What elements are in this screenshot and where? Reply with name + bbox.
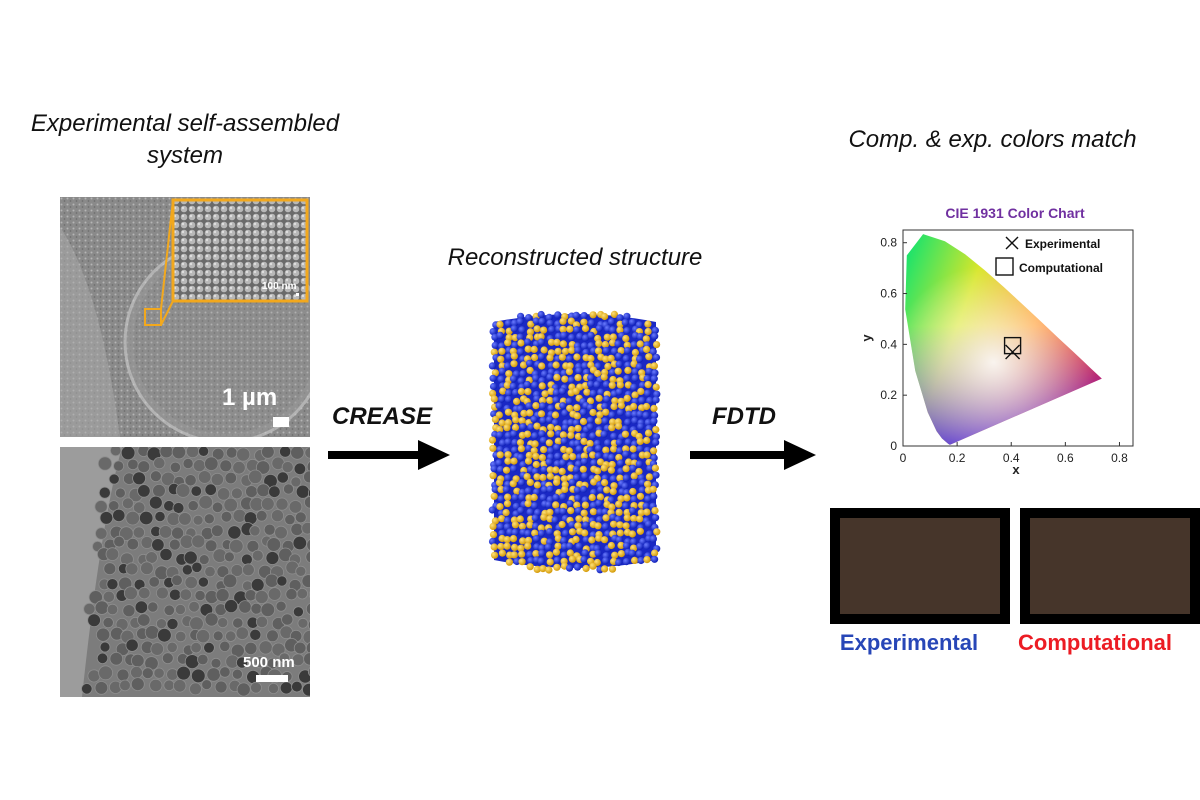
inset-scale-label: 100 nm xyxy=(262,281,297,292)
legend-computational-marker xyxy=(995,257,1014,276)
x-tick-label: 0.8 xyxy=(1111,451,1128,465)
legend-computational-label: Computational xyxy=(1019,261,1103,275)
tem-particles xyxy=(81,447,310,697)
spectral-locus xyxy=(905,234,1102,445)
plot-frame xyxy=(902,229,1134,447)
tem-scale-label: 500 nm xyxy=(243,654,295,671)
y-tick-label: 0.6 xyxy=(880,287,897,301)
experimental-swatch xyxy=(830,508,1010,624)
sem-image: 100 nm 1 µm xyxy=(60,197,310,437)
legend-experimental-marker xyxy=(1005,236,1019,250)
x-tick-label: 0.2 xyxy=(949,451,966,465)
cie-title: CIE 1931 Color Chart xyxy=(945,205,1085,221)
sem-scale-label: 1 µm xyxy=(222,384,277,411)
y-axis-label: y xyxy=(859,334,874,342)
x-tick-label: 0.6 xyxy=(1057,451,1074,465)
y-tick-label: 0 xyxy=(890,439,897,453)
experimental-label: Experimental xyxy=(839,630,979,655)
fdtd-arrow xyxy=(690,440,816,470)
cie-axes: 0 0.2 0.4 0.6 0.8 0 0.2 0.4 0.6 0.8 x y xyxy=(859,236,1128,477)
y-tick-label: 0.2 xyxy=(880,388,897,402)
reconstructed-cylinder xyxy=(488,308,662,574)
x-axis-label: x xyxy=(1012,462,1020,477)
legend: Experimental Computational xyxy=(995,236,1103,276)
y-tick-label: 0.8 xyxy=(880,236,897,250)
cylinder-particles xyxy=(488,310,661,574)
computational-point xyxy=(1003,336,1022,355)
fdtd-label: FDTD xyxy=(712,403,776,430)
reconstructed-title: Reconstructed structure xyxy=(447,244,703,271)
cie-data-points xyxy=(1003,336,1022,360)
comparison-title: Comp. & exp. colors match xyxy=(848,126,1137,153)
x-tick-label: 0.4 xyxy=(1003,451,1020,465)
experimental-point xyxy=(1005,344,1021,360)
x-tick-label: 0 xyxy=(900,451,907,465)
computational-label: Computational xyxy=(1018,630,1172,655)
crease-arrow xyxy=(328,440,450,470)
tem-image: 500 nm xyxy=(60,447,310,697)
experimental-title: Experimental self-assembled system xyxy=(30,110,340,169)
y-tick-label: 0.4 xyxy=(880,337,897,351)
computational-swatch xyxy=(1020,508,1200,624)
cie-chart: CIE 1931 Color Chart 0 0.2 0.4 0.6 0.8 0 0.2 0.… xyxy=(855,200,1150,480)
legend-experimental-label: Experimental xyxy=(1025,237,1100,251)
crease-label: CREASE xyxy=(332,403,433,430)
